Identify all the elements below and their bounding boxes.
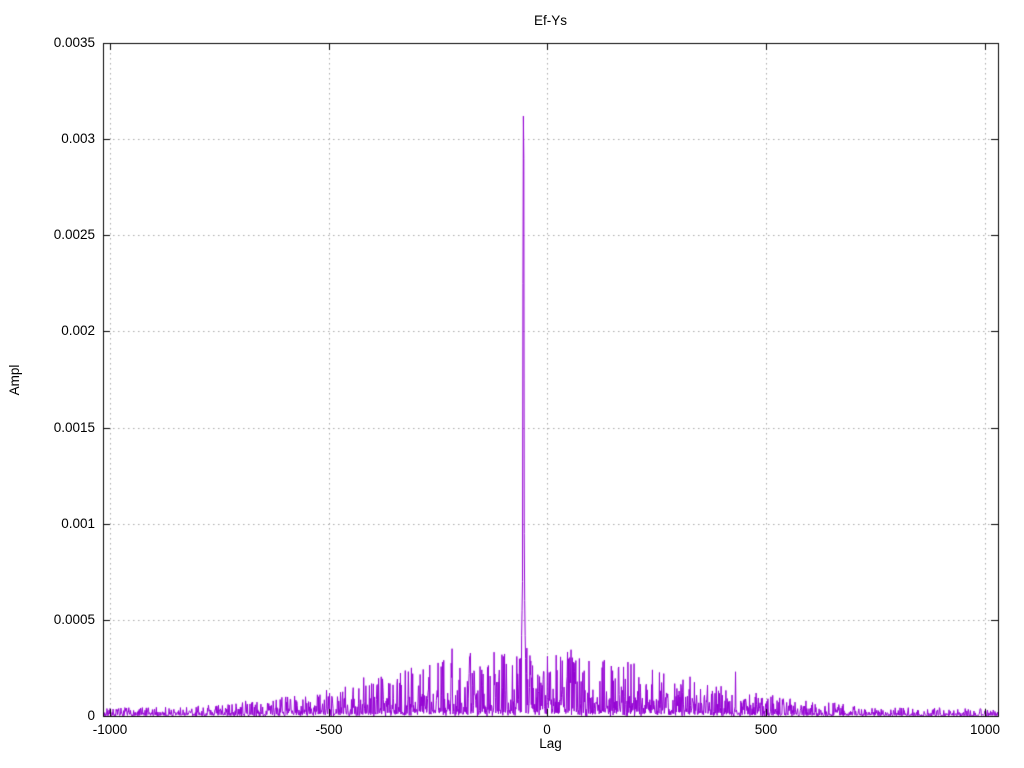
- x-tick-label: 500: [754, 722, 778, 737]
- y-tick-label: 0.0025: [53, 227, 95, 242]
- y-tick-label: 0.001: [61, 516, 95, 531]
- y-tick-label: 0: [87, 708, 95, 723]
- chart-title: Ef-Ys: [533, 13, 567, 28]
- x-axis-label: Lag: [539, 736, 562, 751]
- y-tick-label: 0.003: [61, 131, 95, 146]
- y-tick-label: 0.0035: [53, 35, 95, 50]
- x-tick-label: 1000: [969, 722, 1001, 737]
- y-tick-label: 0.0015: [53, 420, 95, 435]
- x-tick-label: 0: [543, 722, 551, 737]
- x-tick-label: -500: [315, 722, 343, 737]
- y-tick-label: 0.0005: [53, 612, 95, 627]
- y-tick-label: 0.002: [61, 323, 95, 338]
- x-tick-label: -1000: [92, 722, 128, 737]
